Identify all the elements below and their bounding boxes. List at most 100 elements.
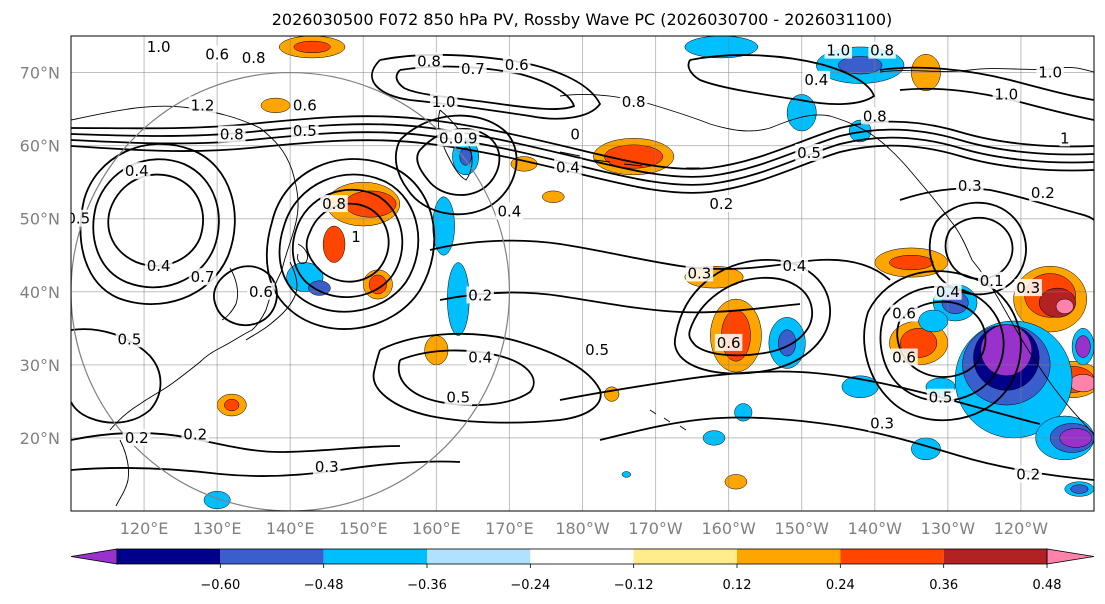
contour-label: 0.3 [1016,279,1040,297]
contour-label: 0.4 [936,283,960,301]
lon-tick-label: 160°W [701,519,756,538]
contour-label: 0.5 [797,144,821,162]
shaded-region-62 [1070,484,1089,494]
contour-label: 0.3 [315,458,339,476]
contour-label: 0.4 [468,349,492,367]
pv-contour-mid-4 [439,291,801,314]
contour-label: 0.8 [242,49,266,67]
lon-tick-label: 170°W [628,519,683,538]
contour-label: 0.7 [461,60,485,78]
contour-label-bg [956,176,984,194]
contour-label: 0.6 [717,334,741,352]
coastline-hawaii [649,409,687,431]
colorbar-box [840,549,944,564]
colorbar-tick-label: −0.60 [200,578,240,593]
colorbar-tick-label: 0.12 [723,578,752,593]
contour-label-bg [977,271,1006,289]
contour-label-bg [415,52,443,70]
lon-tick-label: 160°E [412,519,461,538]
contour-label-bg [1059,129,1071,147]
shaded-region-11 [368,274,387,295]
contour-label-bg [890,304,918,322]
figure-title: 2026030500 F072 850 hPa PV, Rossby Wave … [272,10,893,29]
lat-tick-label: 30°N [20,356,60,375]
colorbar-extend-high [1046,548,1095,565]
contour-label-bg [707,195,736,213]
contour-label: 0.6 [293,96,317,114]
contour-label: 1 [1060,129,1070,147]
shaded-region-36 [447,262,470,336]
pv-contour-west-3 [79,143,236,305]
contour-label-bg [115,330,144,348]
contour-label: 0.6 [892,349,916,367]
pv-contour-north-4 [879,66,1094,101]
contour-label: 0.9 [454,129,478,147]
coastline-alaska [559,94,973,261]
contour-label-bg [313,458,341,476]
pv-contour-low-4 [265,158,436,330]
contour-label: 0.5 [929,389,953,407]
contour-label-bg [466,348,494,366]
pv-contour-north-1 [371,54,602,120]
contour-label: 1.0 [1038,64,1062,82]
colorbar-tick-label: 0.48 [1033,578,1062,593]
pv-contour-mid-1 [397,349,535,407]
contour-label: 0.5 [118,330,142,348]
shaded-region-27 [1055,298,1074,314]
contour-label-bg [554,158,582,176]
colorbar-tick-label: −0.48 [304,578,344,593]
shaded-region-55 [980,324,1033,377]
contour-label-bg [780,257,809,275]
pv-contour-kamchatka-2 [394,114,518,216]
contour-label-bg [291,122,319,139]
contour-label-bg [861,107,889,125]
shaded-region-9 [322,225,346,263]
contour-label: 0.7 [191,268,215,286]
coastline-philippines [115,439,129,507]
contour-label-bg [188,268,217,286]
pv-contour-jet-3 [71,131,1094,186]
contour-label-bg [495,202,524,220]
contour-label: 0.6 [205,45,229,63]
contour-label-bg [569,125,581,143]
contour-label-bg [1014,279,1042,297]
shaded-region-66 [621,471,631,478]
contour-label: 0.8 [322,195,346,213]
contour-label-bg [320,195,348,213]
contour-label-bg [451,129,480,147]
shaded-region-38 [308,280,331,296]
pv-contour-mid-5 [599,416,1094,481]
contour-label: 0.8 [622,93,646,111]
lat-tick-label: 70°N [20,64,60,83]
contour-label-bg [144,37,173,55]
coastline-arctic [879,67,1094,73]
pv-contour-west-4 [213,265,278,327]
contour-label-bg [203,45,231,63]
colorbar-tick-label: 0.24 [826,578,855,593]
contour-label: 0.8 [417,53,441,71]
lon-tick-label: 120°E [120,519,169,538]
contour-label-bg [868,414,896,432]
contour-label: 0.8 [863,107,887,125]
coastline-asia [71,105,299,431]
colorbar-box [220,549,324,564]
contour-label: 0.5 [585,341,609,359]
contour-label-bg [444,388,473,406]
lon-tick-label: 170°E [485,519,534,538]
lat-tick-label: 50°N [20,210,60,229]
pv-contour-west-2 [92,158,220,289]
colorbar-box [117,549,221,564]
contour-label: 0 [570,126,580,144]
shaded-region-20 [889,254,934,271]
contour-label: 0.8 [870,42,894,60]
contour-label-bg [247,282,275,300]
contour-label: 0.5 [293,122,317,140]
pv-contour-east-6 [899,187,1094,221]
shaded-region-45 [778,329,797,357]
colorbar-tick-label: −0.36 [407,578,447,593]
contour-label-bg [188,96,217,114]
contour-label-bg [350,227,362,245]
contour-label: 0.3 [958,177,982,195]
contour-label: 0.6 [505,56,529,74]
